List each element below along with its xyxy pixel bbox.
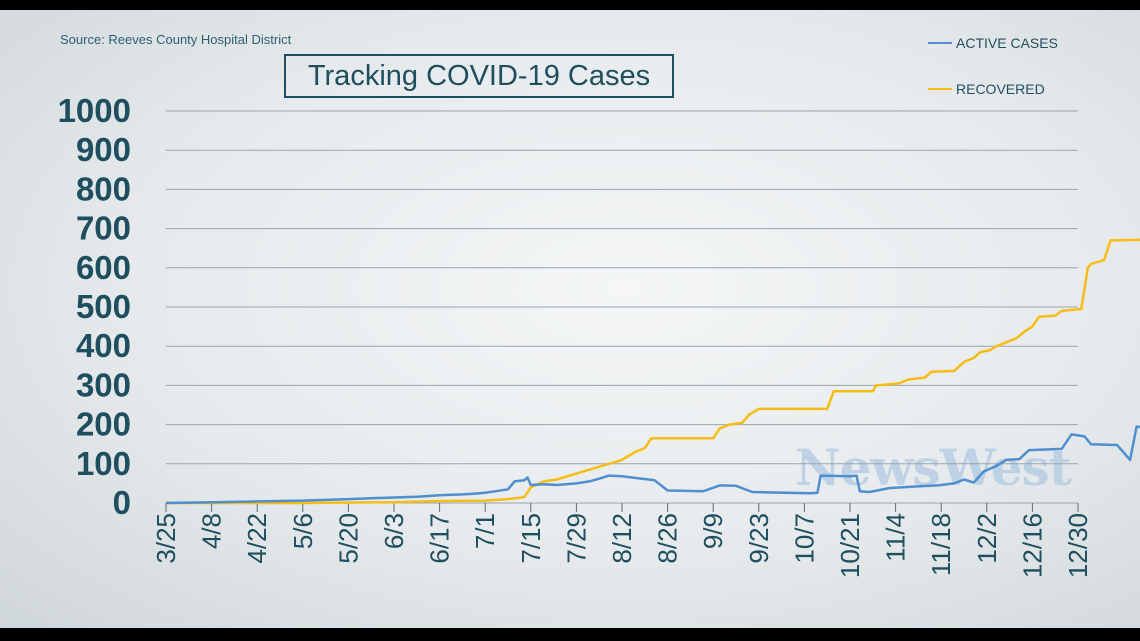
x-tick-label: 7/29	[561, 513, 591, 564]
chart-title: Tracking COVID-19 Cases	[284, 54, 674, 98]
legend: ACTIVE CASES RECOVERED	[928, 32, 1058, 124]
chart-title-text: Tracking COVID-19 Cases	[307, 59, 651, 92]
x-tick-label: 10/7	[789, 513, 819, 564]
legend-label-active: ACTIVE CASES	[956, 35, 1058, 51]
x-tick-label: 12/16	[1017, 513, 1047, 578]
legend-swatch-active	[928, 41, 952, 45]
legend-label-recovered: RECOVERED	[956, 81, 1045, 97]
x-tick-label: 11/18	[926, 513, 956, 576]
legend-item-recovered: RECOVERED	[928, 78, 1058, 100]
newswest-logo: NewsWest	[795, 438, 1072, 497]
x-tick-label: 9/23	[744, 513, 774, 564]
x-tick-label: 5/20	[333, 513, 363, 564]
x-tick-label: 5/6	[288, 513, 318, 549]
y-tick-label: 300	[76, 366, 131, 403]
y-tick-label: 400	[76, 327, 131, 364]
x-tick-label: 12/30	[1063, 513, 1093, 578]
x-tick-label: 4/22	[242, 513, 272, 564]
y-tick-label: 1000	[58, 92, 131, 129]
x-tick-label: 7/15	[516, 513, 546, 564]
x-tick-label: 9/9	[698, 513, 728, 549]
x-tick-label: 6/17	[425, 513, 455, 564]
x-tick-label: 6/3	[379, 513, 409, 549]
y-tick-label: 800	[76, 170, 131, 207]
x-tick-label: 8/12	[607, 513, 637, 564]
x-tick-label: 12/2	[972, 513, 1002, 564]
source-label: Source: Reeves County Hospital District	[60, 32, 292, 47]
x-tick-label: 4/8	[197, 513, 227, 549]
y-tick-label: 0	[113, 484, 131, 521]
x-tick-label: 10/21	[835, 513, 865, 578]
legend-item-active: ACTIVE CASES	[928, 32, 1058, 54]
series-line-active-cases	[165, 425, 1140, 505]
x-tick-label: 3/25	[151, 513, 181, 564]
y-tick-label: 700	[76, 210, 131, 247]
x-tick-label: 8/26	[653, 513, 683, 564]
series-line-recovered	[166, 238, 1140, 505]
y-tick-label: 500	[76, 288, 131, 325]
y-tick-label: 100	[76, 445, 131, 482]
x-tick-label: 7/1	[470, 513, 500, 549]
y-tick-label: 600	[76, 249, 131, 286]
x-tick-label: 11/4	[881, 513, 911, 562]
y-tick-label: 200	[76, 406, 131, 443]
legend-swatch-recovered	[928, 87, 952, 91]
chart-frame: Source: Reeves County Hospital District …	[0, 10, 1140, 628]
y-tick-label: 900	[76, 131, 131, 168]
